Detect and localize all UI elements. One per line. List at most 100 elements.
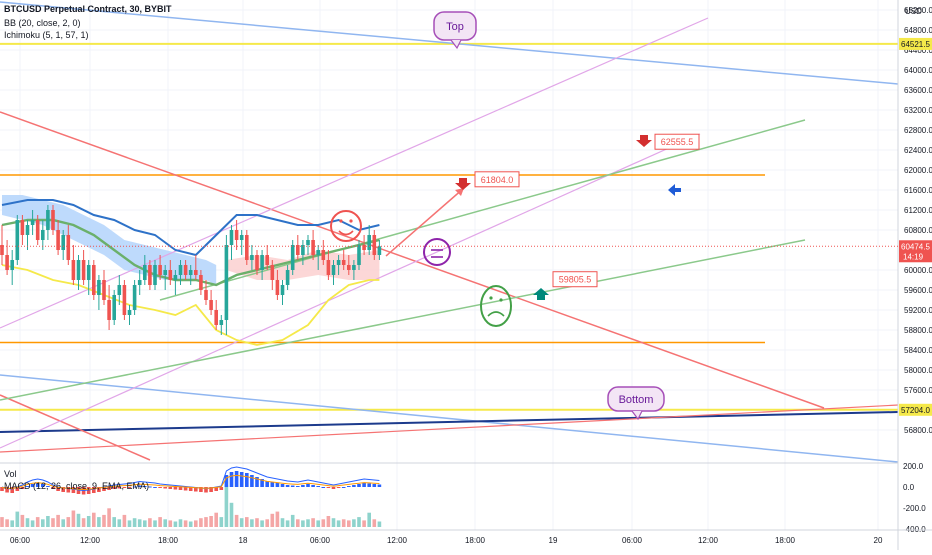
bubble-top-label: Top [446,21,464,33]
candle-body [30,220,35,225]
volume-bar [132,518,137,527]
candle-body [357,245,361,265]
macd-hist-bar [143,486,147,487]
volume-bar [122,514,127,527]
volume-bar [35,517,40,527]
y-tick-label: 59600.0 [904,286,932,295]
candle-body [168,270,173,280]
volume-bar [234,514,239,527]
volume-bar [173,521,178,527]
y-tick-label: 59200.0 [904,306,932,315]
candle-body [86,265,91,280]
candle-body [66,235,71,260]
macd-hist-bar [229,472,234,487]
macd-hist-bar [66,487,71,493]
macd-hist-bar [46,486,50,487]
volume-bar [178,519,183,527]
macd-hist-bar [357,484,361,487]
candles [0,205,382,335]
volume-bar [46,516,50,527]
macd-hist-bar [347,486,351,487]
x-tick-label: 18:00 [158,536,179,545]
volume-bar [199,518,203,527]
legend-macd[interactable]: MACD (12, 26, close, 9, EMA, EMA) [4,481,150,491]
candle-body [372,235,377,255]
legend-ichimoku[interactable]: Ichimoku (5, 1, 57, 1) [4,30,89,40]
macd-hist-bar [301,485,305,487]
legend-bb[interactable]: BB (20, close, 2, 0) [4,18,81,28]
macd-hist-bar [127,487,132,488]
y-tick-label: 58400.0 [904,346,932,355]
projection-arrow-line [385,187,465,257]
annotations: Top Bottom 62555.5 61804.0 59805.5 [330,11,700,421]
x-tick-label: 12:00 [698,536,719,545]
candle-body [367,235,371,250]
navy-trend [0,411,899,433]
volume-bar [336,520,341,527]
y-tick-label: 56800.0 [904,426,932,435]
macd-hist-bar [265,481,269,487]
volume-bar [76,513,81,527]
macd-hist-bar [250,475,254,487]
volume-bar [270,513,275,527]
volume-bar [81,518,86,527]
volume-bar [112,517,116,527]
smile-face-icon [330,210,362,242]
volume-bar [229,502,234,527]
y-tick-label: 62800.0 [904,126,932,135]
candle-body [97,280,101,295]
legend-vol[interactable]: Vol [4,469,17,479]
bubble-top-tail [450,39,462,50]
candle-body [209,300,213,310]
macd-hist-bar [122,487,127,488]
macd-hist-bar [362,483,366,487]
candle-body [10,260,14,270]
candle-body [285,270,290,285]
candle-body [214,310,218,325]
candle-body [122,285,127,315]
volume-bar [188,521,193,527]
volume-bar [25,518,30,527]
volume-bar [239,518,244,527]
red-trend-down [0,111,825,409]
volume-bar [224,485,229,527]
candle-body [311,240,315,255]
macd-hist-bar [352,485,356,487]
macd-hist-bar [15,487,20,491]
volume-bar [296,519,300,527]
y-tick-label: 57600.0 [904,386,932,395]
candle-body [275,280,280,295]
pink-channel-lower [0,133,701,449]
x-tick-label: 06:00 [10,536,31,545]
down-arrow-icon [455,178,471,190]
volume-bar [97,517,101,527]
volume-bar [5,519,9,527]
x-tick-label: 19 [549,536,558,545]
macd-hist-bar [377,484,382,487]
candle-body [331,265,336,275]
candle-body [178,265,183,275]
macd-hist-bar [260,479,264,487]
macd-hist-bar [204,487,208,493]
down-arrow-icon [636,135,652,147]
candle-body [280,285,285,295]
candle-body [56,230,60,250]
candle-body [5,255,9,270]
candle-body [41,230,45,240]
y-tick-label: 65200.0 [904,6,932,15]
volume-bar [10,520,14,527]
pink-channel-upper [0,17,709,329]
macd-axis-label: 200.0 [903,462,924,471]
volume-bar [102,514,106,527]
candle-body [188,270,193,275]
red-trend-up [0,404,899,453]
macd-hist-bar [92,487,96,493]
candle-body [306,240,310,245]
candle-body [163,270,167,275]
macd-hist-bar [168,487,173,489]
label-59805-box [552,271,598,288]
candle-body [316,250,320,255]
